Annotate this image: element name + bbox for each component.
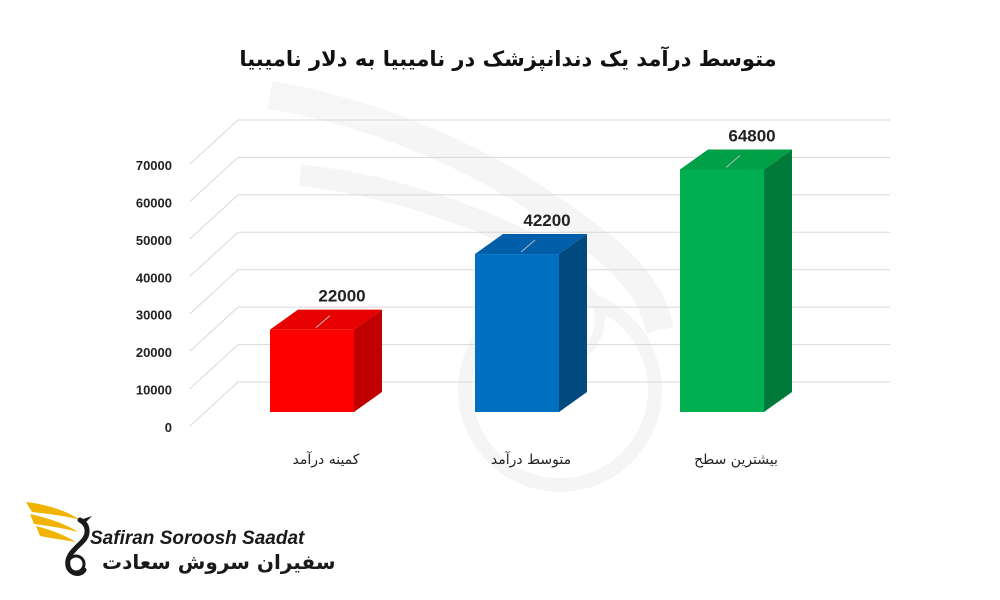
bar-3 [680,149,792,412]
y-axis-ticks: 0 10000 20000 30000 40000 50000 60000 70000 [136,158,172,435]
y-tick-label: 20000 [136,345,172,360]
y-tick-label: 0 [165,420,172,435]
y-tick-label: 70000 [136,158,172,173]
y-tick-label: 60000 [136,195,172,210]
bar-front [270,329,354,412]
category-label: بیشترین سطح [694,452,778,468]
chart-title: متوسط درآمد یک دندانپزشک در نامیبیا به د… [239,46,776,71]
logo-text-persian: سفیران سروش سعادت [102,550,336,574]
gridline-diagonal [189,381,239,427]
bar-side [764,149,792,412]
logo-text-english: Safiran Soroosh Saadat [90,528,305,549]
brand-logo: Safiran Soroosh Saadat سفیران سروش سعادت [22,494,336,584]
bar-2 [475,234,587,412]
gridline-diagonal [189,157,239,202]
bar-side [354,309,382,412]
phoenix-logo-icon [26,502,92,576]
leader-line [315,315,331,329]
data-label: 42200 [523,211,570,230]
gridline-diagonal [189,269,239,315]
gridline-diagonal [189,231,239,277]
y-tick-label: 40000 [136,270,172,285]
y-tick-label: 30000 [136,308,172,323]
category-labels: کمینه درآمد متوسط درآمد بیشترین سطح [293,451,778,468]
y-tick-label: 50000 [136,233,172,248]
leader-line [725,155,741,168]
bar-side [559,234,587,412]
y-tick-label: 10000 [136,383,172,398]
data-label: 22000 [318,287,365,306]
bar-front [680,169,764,412]
data-labels: 22000 42200 64800 [318,126,775,305]
bar-1 [270,309,382,412]
bar-front [475,254,559,412]
bars [270,149,792,412]
gridline-diagonal [189,344,239,389]
category-label: متوسط درآمد [491,451,571,468]
category-label: کمینه درآمد [293,451,360,468]
gridline-diagonal [189,119,239,165]
data-label: 64800 [728,126,775,145]
gridline-diagonal [189,306,239,352]
gridline-diagonal [189,194,239,240]
leader-line [520,239,536,253]
